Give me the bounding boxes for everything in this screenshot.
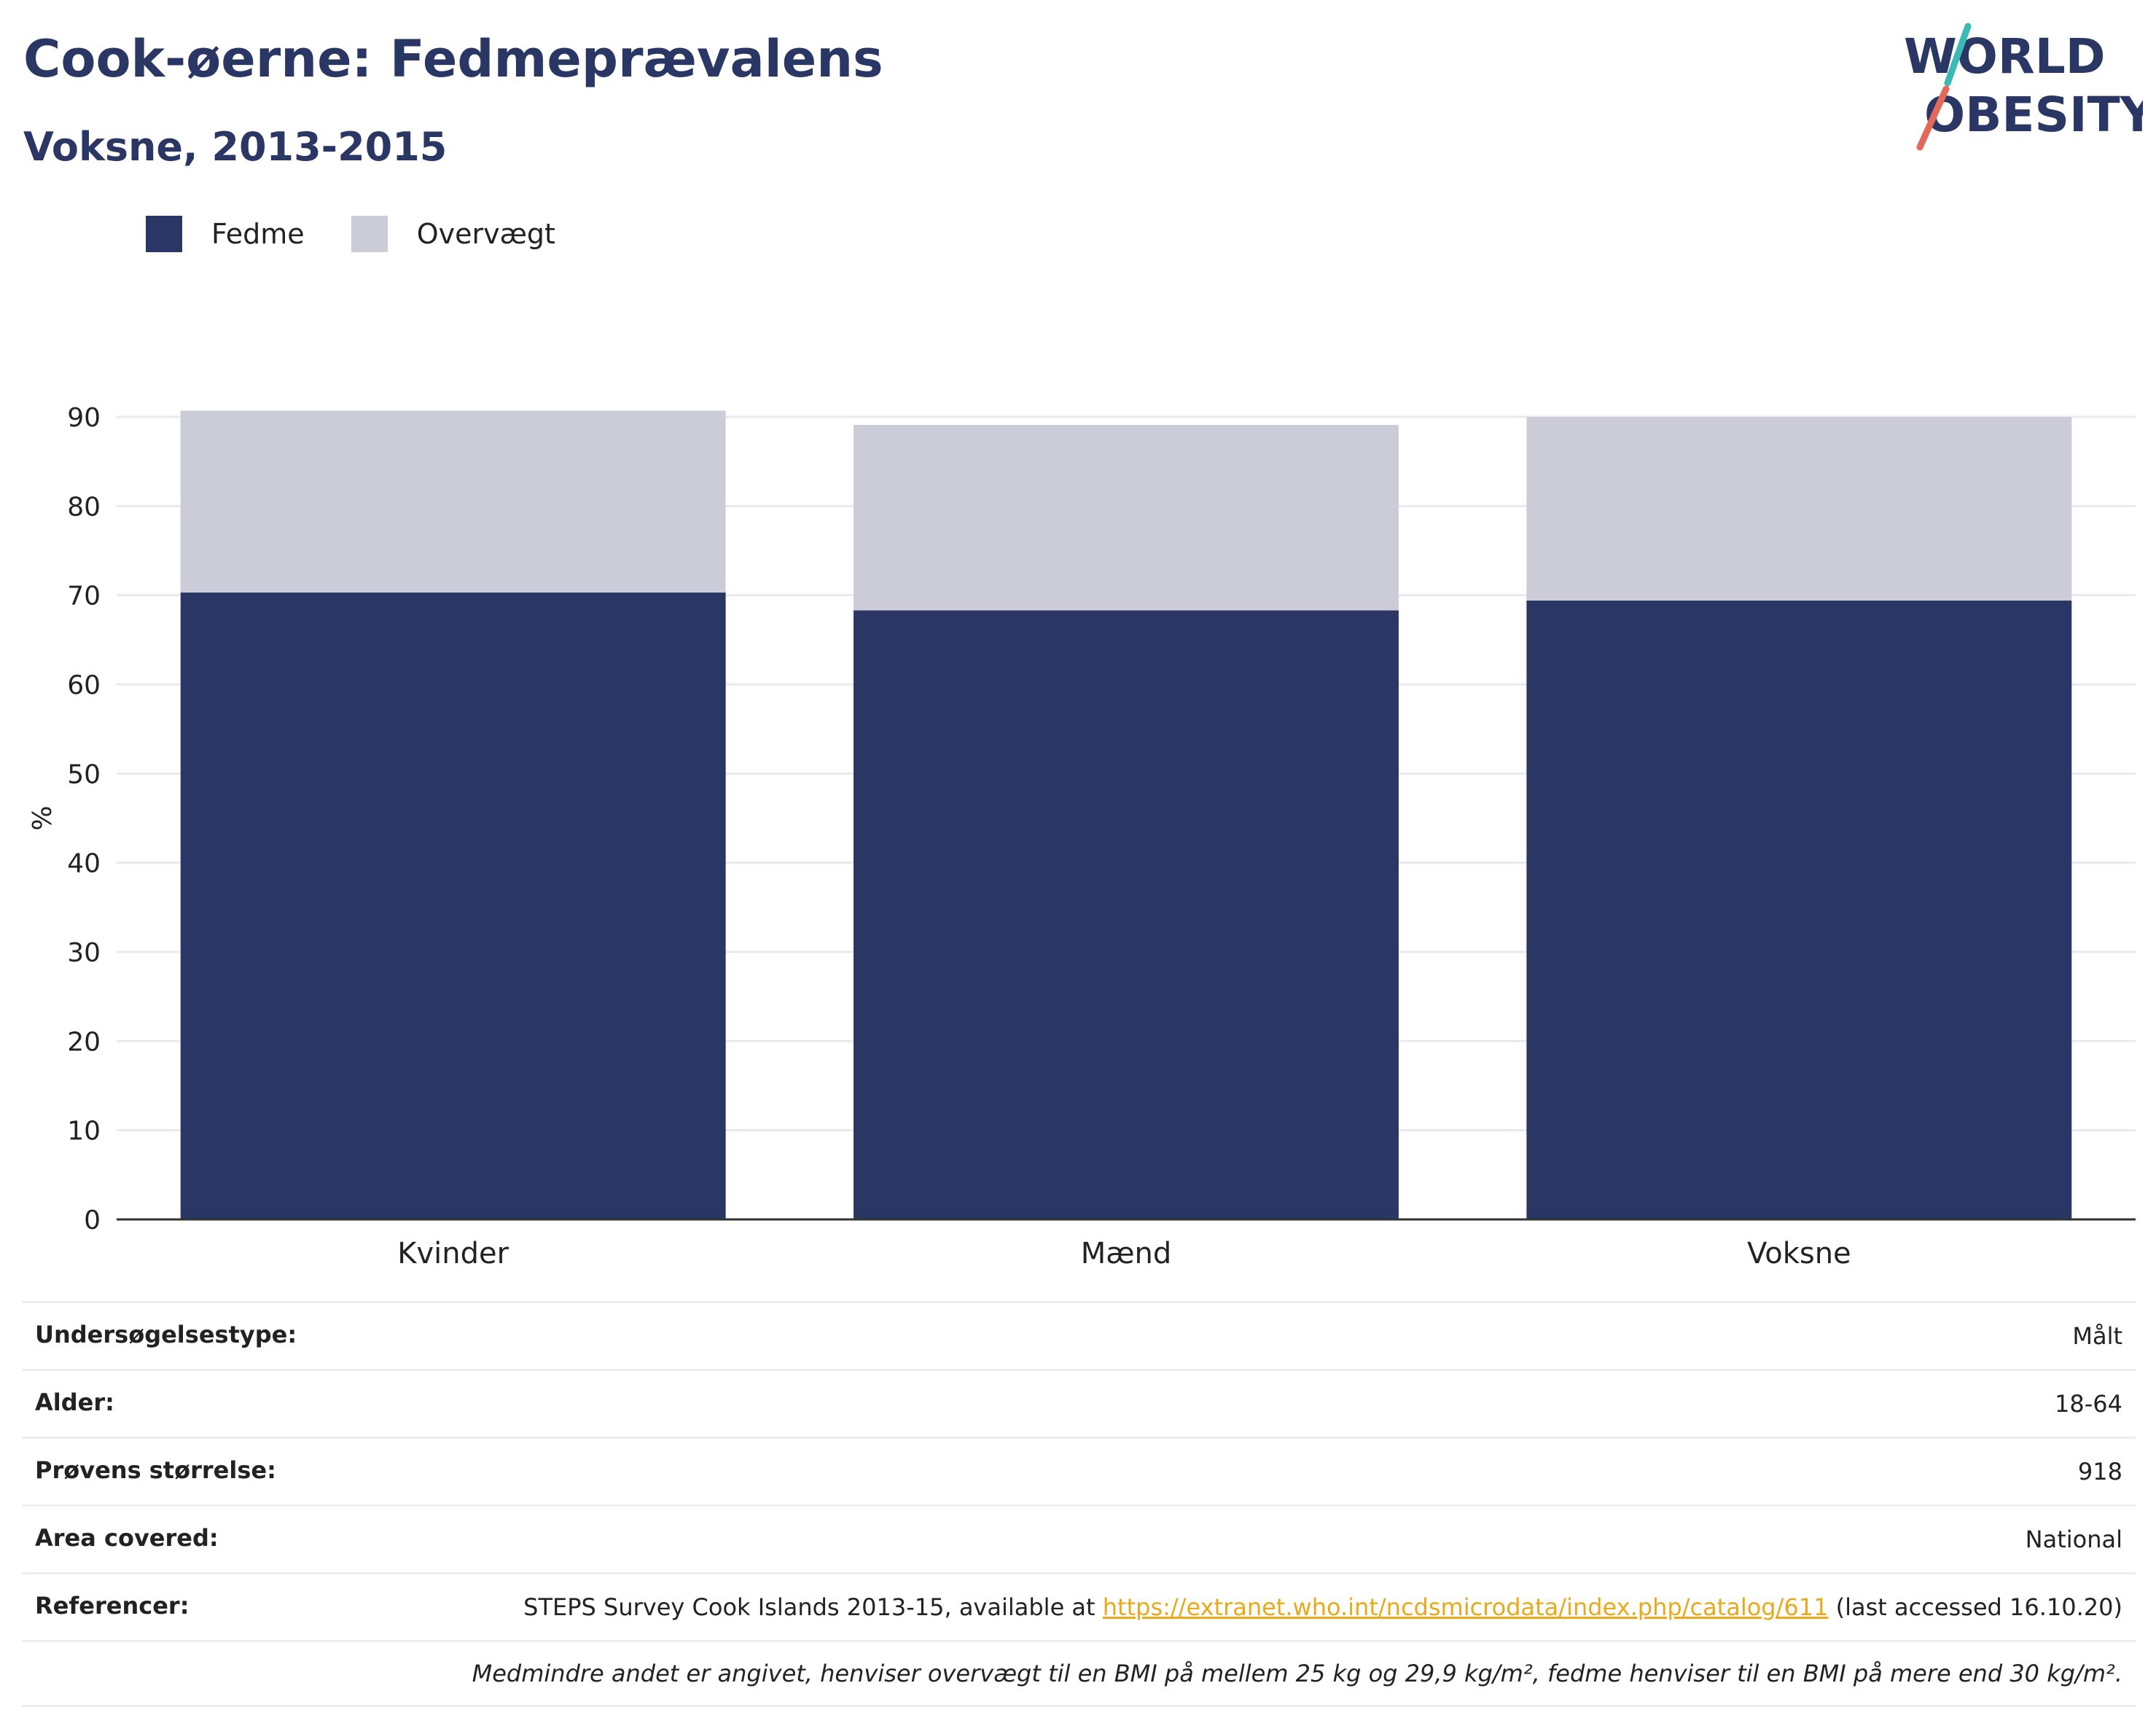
info-row-area: Area covered: National xyxy=(22,1504,2136,1574)
y-tick-label: 30 xyxy=(67,938,101,968)
info-value-references: STEPS Survey Cook Islands 2013-15, avail… xyxy=(485,1572,2136,1641)
bar-fedme xyxy=(854,610,1399,1219)
legend-swatch-fedme xyxy=(146,216,182,252)
bar-overvaegt xyxy=(1526,417,2072,601)
page-subtitle: Voksne, 2013-2015 xyxy=(23,124,448,170)
x-tick-label: Mænd xyxy=(1081,1237,1172,1270)
logo-line2: OBESITY xyxy=(1924,87,2143,143)
bar-fedme xyxy=(1526,601,2072,1219)
legend-label-fedme: Fedme xyxy=(211,218,305,250)
info-value-age: 18-64 xyxy=(485,1369,2136,1438)
world-obesity-logo: WORLD OBESITY xyxy=(1904,23,2143,151)
info-value-sample: 918 xyxy=(485,1437,2136,1506)
info-value-area: National xyxy=(485,1504,2136,1574)
bar-fedme xyxy=(180,592,726,1219)
survey-info-table: Undersøgelsestype: Målt Alder: 18-64 Prø… xyxy=(22,1301,2136,1707)
bar-overvaegt xyxy=(854,425,1399,611)
info-label-references: Referencer: xyxy=(22,1572,485,1641)
info-row-note: Medmindre andet er angivet, henviser ove… xyxy=(22,1640,2136,1707)
y-axis-label: % xyxy=(28,805,58,830)
info-row-age: Alder: 18-64 xyxy=(22,1369,2136,1438)
y-tick-label: 80 xyxy=(67,492,101,522)
bar-overvaegt xyxy=(180,410,726,593)
y-tick-label: 50 xyxy=(67,759,101,789)
bmi-footnote: Medmindre andet er angivet, henviser ove… xyxy=(22,1640,2136,1707)
info-label-survey-type: Undersøgelsestype: xyxy=(22,1301,485,1370)
legend-item-overvaegt[interactable]: Overvægt xyxy=(351,216,555,252)
page-title: Cook-øerne: Fedmeprævalens xyxy=(23,29,883,89)
info-label-age: Alder: xyxy=(22,1369,485,1438)
y-tick-label: 60 xyxy=(67,671,101,700)
references-link[interactable]: https://extranet.who.int/ncdsmicrodata/i… xyxy=(1102,1593,1829,1621)
info-row-sample: Prøvens størrelse: 918 xyxy=(22,1437,2136,1506)
bar-chart: 0 10 20 30 40 50 60 70 80 90% Kvinder Mænd Voksne xyxy=(28,403,2136,1270)
info-label-sample: Prøvens størrelse: xyxy=(22,1437,485,1506)
x-tick-label: Kvinder xyxy=(397,1237,509,1270)
y-tick-label: 40 xyxy=(67,849,101,879)
legend-swatch-overvaegt xyxy=(351,216,388,252)
y-tick-label: 10 xyxy=(67,1117,101,1147)
logo-line1: WORLD xyxy=(1904,28,2106,85)
references-suffix: (last accessed 16.10.20) xyxy=(1835,1593,2122,1621)
info-row-references: Referencer: STEPS Survey Cook Islands 20… xyxy=(22,1572,2136,1641)
y-tick-label: 90 xyxy=(67,403,101,433)
info-value-survey-type: Målt xyxy=(485,1301,2136,1370)
references-text: STEPS Survey Cook Islands 2013-15, avail… xyxy=(523,1593,1095,1621)
info-label-area: Area covered: xyxy=(22,1504,485,1574)
legend-item-fedme[interactable]: Fedme xyxy=(146,216,305,252)
y-tick-label: 20 xyxy=(67,1027,101,1057)
y-tick-label: 0 xyxy=(84,1206,101,1235)
legend-label-overvaegt: Overvægt xyxy=(416,218,555,250)
y-tick-label: 70 xyxy=(67,582,101,612)
info-row-survey-type: Undersøgelsestype: Målt xyxy=(22,1301,2136,1370)
chart-legend: Fedme Overvægt xyxy=(146,216,602,252)
x-tick-label: Voksne xyxy=(1747,1237,1851,1270)
